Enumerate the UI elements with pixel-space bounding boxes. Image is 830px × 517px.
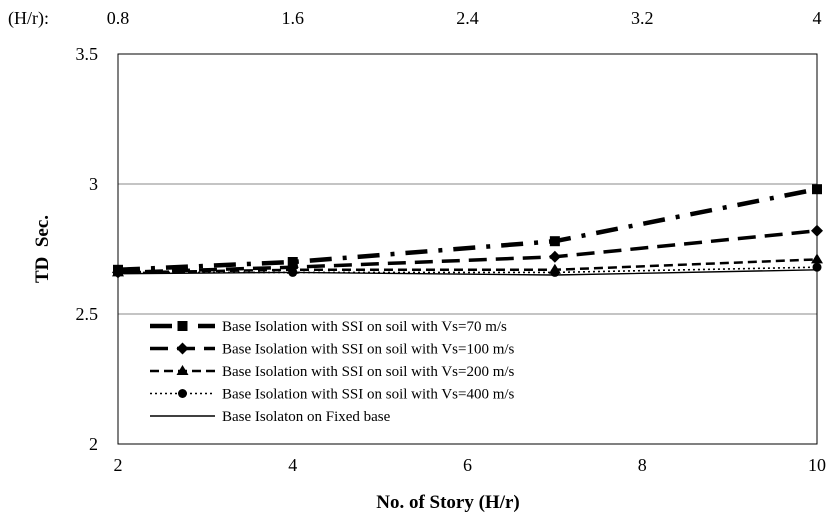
y-tick-label: 2.5 bbox=[76, 304, 99, 324]
series-line bbox=[118, 266, 818, 274]
series-line bbox=[117, 258, 818, 274]
x-tick-label: 8 bbox=[638, 455, 647, 475]
legend-marker bbox=[178, 389, 187, 398]
legend-label: Base Isolaton on Fixed base bbox=[222, 409, 391, 425]
x2-tick-label: 4 bbox=[813, 8, 822, 28]
legend-label: Base Isolation with SSI on soil with Vs=… bbox=[222, 364, 515, 380]
y-axis-title: TD Sec. bbox=[32, 215, 53, 283]
legend-marker bbox=[176, 342, 189, 355]
legend-label: Base Isolation with SSI on soil with Vs=… bbox=[222, 342, 515, 358]
x-axis-title: No. of Story (H/r) bbox=[376, 492, 520, 513]
data-point bbox=[811, 224, 823, 237]
legend-entry: Base Isolation with SSI on soil with Vs=… bbox=[150, 319, 507, 335]
data-point bbox=[812, 184, 822, 195]
y-tick-label: 2 bbox=[89, 434, 98, 454]
data-point bbox=[549, 236, 560, 247]
x-tick-label: 10 bbox=[808, 455, 826, 475]
legend-entry: Base Isolation with SSI on soil with Vs=… bbox=[150, 364, 515, 380]
legend-marker bbox=[176, 365, 189, 375]
x2-axis-label: (H/r): bbox=[8, 8, 49, 29]
y-axis: 2 2.5 3 3.5 bbox=[76, 44, 99, 454]
legend-entry: Base Isolation with SSI on soil with Vs=… bbox=[150, 342, 515, 358]
x2-tick-label: 0.8 bbox=[107, 8, 130, 28]
legend-label: Base Isolation with SSI on soil with Vs=… bbox=[222, 387, 515, 403]
series-line bbox=[117, 186, 818, 273]
x-tick-label: 4 bbox=[288, 455, 297, 475]
data-point bbox=[811, 253, 823, 264]
legend-entry: Base Isolaton on Fixed base bbox=[150, 409, 391, 425]
secondary-x-axis: (H/r): 0.8 1.6 2.4 3.2 4 bbox=[8, 8, 822, 29]
x2-tick-label: 1.6 bbox=[282, 8, 305, 28]
x-axis: 2 4 6 8 10 bbox=[114, 455, 827, 475]
series-1 bbox=[113, 184, 822, 275]
plot-area bbox=[117, 53, 818, 445]
x2-tick-label: 2.4 bbox=[456, 8, 479, 28]
series-line bbox=[117, 269, 818, 276]
legend-label: Base Isolation with SSI on soil with Vs=… bbox=[222, 319, 507, 335]
x-tick-label: 2 bbox=[114, 455, 123, 475]
legend-marker bbox=[177, 321, 188, 331]
series-line bbox=[117, 229, 818, 275]
data-point bbox=[113, 267, 123, 277]
x-tick-label: 6 bbox=[463, 455, 472, 475]
legend: Base Isolation with SSI on soil with Vs=… bbox=[150, 319, 515, 425]
x2-tick-label: 3.2 bbox=[631, 8, 654, 28]
legend-entry: Base Isolation with SSI on soil with Vs=… bbox=[150, 387, 515, 403]
y-tick-label: 3 bbox=[89, 174, 98, 194]
y-tick-label: 3.5 bbox=[76, 44, 99, 64]
data-point bbox=[548, 250, 561, 263]
series-layer bbox=[112, 184, 823, 279]
gridlines bbox=[118, 183, 817, 315]
series-5 bbox=[117, 269, 818, 276]
